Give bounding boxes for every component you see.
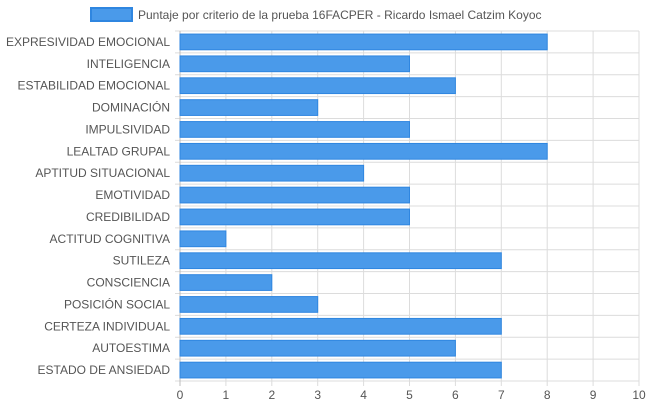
legend-label: Puntaje por criterio de la prueba 16FACP…: [138, 8, 542, 22]
x-tick-label: 4: [360, 388, 367, 402]
bar[interactable]: [179, 274, 273, 291]
x-axis-tick-labels: 0 1 2 3 4 5 6 7 8 9 10: [177, 388, 646, 402]
bar[interactable]: [179, 164, 365, 182]
bar[interactable]: [179, 208, 410, 226]
category-label: CERTEZA INDIVIDUAL: [44, 319, 170, 333]
category-label: EXPRESIVIDAD EMOCIONAL: [6, 35, 170, 49]
x-tick-label: 1: [223, 388, 230, 402]
x-tick-label: 9: [590, 388, 597, 402]
category-labels: EXPRESIVIDAD EMOCIONAL INTELIGENCIA ESTABI…: [6, 35, 170, 377]
category-label: ESTABILIDAD EMOCIONAL: [18, 79, 171, 93]
category-label: INTELIGENCIA: [87, 57, 170, 71]
bar[interactable]: [179, 339, 456, 357]
x-tick-label: 7: [498, 388, 505, 402]
category-label: POSICIÓN SOCIAL: [64, 296, 170, 311]
category-label: APTITUD SITUACIONAL: [35, 166, 170, 180]
bar[interactable]: [179, 55, 410, 73]
category-label: LEALTAD GRUPAL: [67, 144, 171, 158]
x-tick-label: 5: [406, 388, 413, 402]
bar[interactable]: [179, 186, 410, 204]
x-tick-label: 6: [452, 388, 459, 402]
category-label: IMPULSIVIDAD: [85, 122, 170, 136]
bar[interactable]: [179, 230, 227, 248]
bar[interactable]: [179, 317, 502, 335]
x-tick-label: 2: [268, 388, 275, 402]
bar[interactable]: [179, 99, 319, 116]
bar[interactable]: [179, 33, 548, 51]
category-label: AUTOESTIMA: [92, 341, 170, 355]
category-label: ESTADO DE ANSIEDAD: [38, 363, 171, 377]
x-tick-label: 8: [544, 388, 551, 402]
category-label: CREDIBILIDAD: [86, 210, 170, 224]
bar[interactable]: [179, 142, 548, 160]
bar[interactable]: [179, 77, 456, 95]
category-label: EMOTIVIDAD: [95, 188, 170, 202]
x-tick-label: 0: [177, 388, 184, 402]
category-label: CONSCIENCIA: [87, 276, 170, 290]
bar[interactable]: [179, 121, 410, 138]
category-label: SUTILEZA: [113, 254, 170, 268]
bar[interactable]: [179, 296, 319, 313]
bars: [179, 33, 548, 379]
x-tick-label: 3: [314, 388, 321, 402]
legend-swatch: [90, 7, 133, 22]
bar[interactable]: [179, 252, 502, 270]
category-label: DOMINACIÓN: [92, 100, 170, 115]
legend[interactable]: Puntaje por criterio de la prueba 16FACP…: [90, 7, 542, 22]
bar[interactable]: [179, 361, 502, 379]
category-label: ACTITUD COGNITIVA: [50, 232, 170, 246]
x-tick-label: 10: [632, 388, 646, 402]
